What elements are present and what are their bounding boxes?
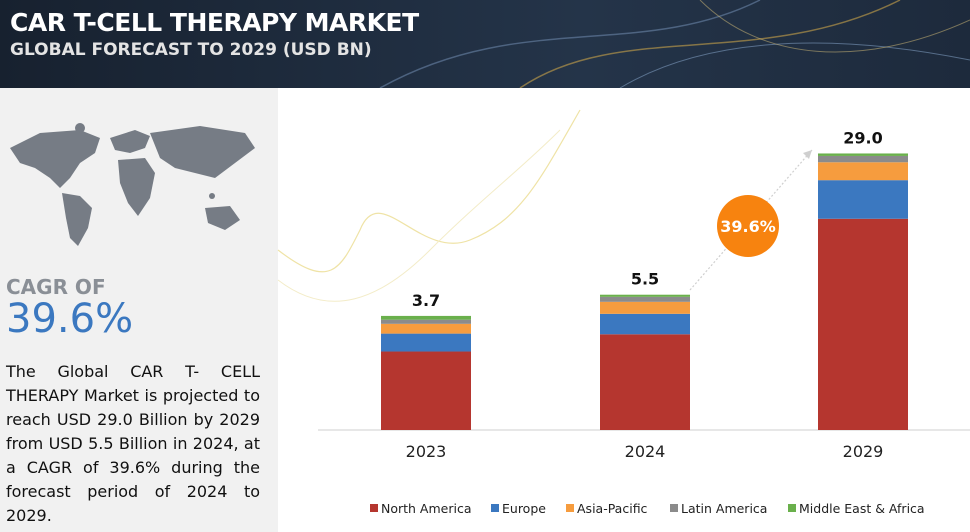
total-label: 5.5 bbox=[631, 270, 659, 289]
legend-label: Europe bbox=[502, 501, 546, 516]
header-decoration bbox=[379, 0, 970, 88]
bar-segment bbox=[818, 155, 908, 163]
bar-segment bbox=[600, 296, 690, 302]
bar-segment bbox=[818, 180, 908, 219]
total-label: 3.7 bbox=[412, 291, 440, 310]
bar-segment bbox=[600, 313, 690, 335]
bar-segment bbox=[818, 162, 908, 181]
title: CAR T-CELL THERAPY MARKET bbox=[10, 8, 419, 37]
subtitle: GLOBAL FORECAST TO 2029 (USD BN) bbox=[10, 40, 372, 60]
x-tick-label: 2029 bbox=[843, 442, 884, 461]
bar-segment bbox=[818, 153, 908, 156]
arrow-head bbox=[803, 150, 812, 159]
legend-swatch bbox=[491, 504, 499, 512]
legend-swatch bbox=[670, 504, 678, 512]
cagr-value: 39.6% bbox=[6, 296, 134, 342]
x-tick-label: 2023 bbox=[406, 442, 447, 461]
bar-segment bbox=[600, 334, 690, 430]
legend-label: Middle East & Africa bbox=[799, 501, 925, 516]
bar-segment bbox=[600, 294, 690, 297]
bar-segment bbox=[381, 351, 471, 430]
annotation-circle bbox=[717, 195, 779, 257]
world-map bbox=[10, 123, 255, 246]
legend-swatch bbox=[370, 504, 378, 512]
bar-segment bbox=[600, 301, 690, 314]
total-label: 29.0 bbox=[843, 128, 882, 147]
cagr-label: CAGR OF bbox=[6, 275, 106, 299]
description: The Global CAR T- CELL THERAPY Market is… bbox=[6, 362, 260, 525]
annotation: 39.6% bbox=[720, 217, 776, 236]
x-tick-label: 2024 bbox=[625, 442, 666, 461]
bar-segment bbox=[381, 333, 471, 352]
bar-segment bbox=[381, 319, 471, 324]
legend-label: Latin America bbox=[681, 501, 767, 516]
legend-label: Asia-Pacific bbox=[577, 501, 648, 516]
legend-swatch bbox=[566, 504, 574, 512]
legend-swatch bbox=[788, 504, 796, 512]
header: CAR T-CELL THERAPY MARKET GLOBAL FORECAS… bbox=[0, 0, 970, 88]
bar-segment bbox=[818, 218, 908, 430]
sidebar: CAGR OF 39.6% The Global CAR T- CELL THE… bbox=[0, 88, 278, 532]
bar-segment bbox=[381, 323, 471, 334]
bar-segment bbox=[381, 315, 471, 320]
legend-label: North America bbox=[381, 501, 472, 516]
